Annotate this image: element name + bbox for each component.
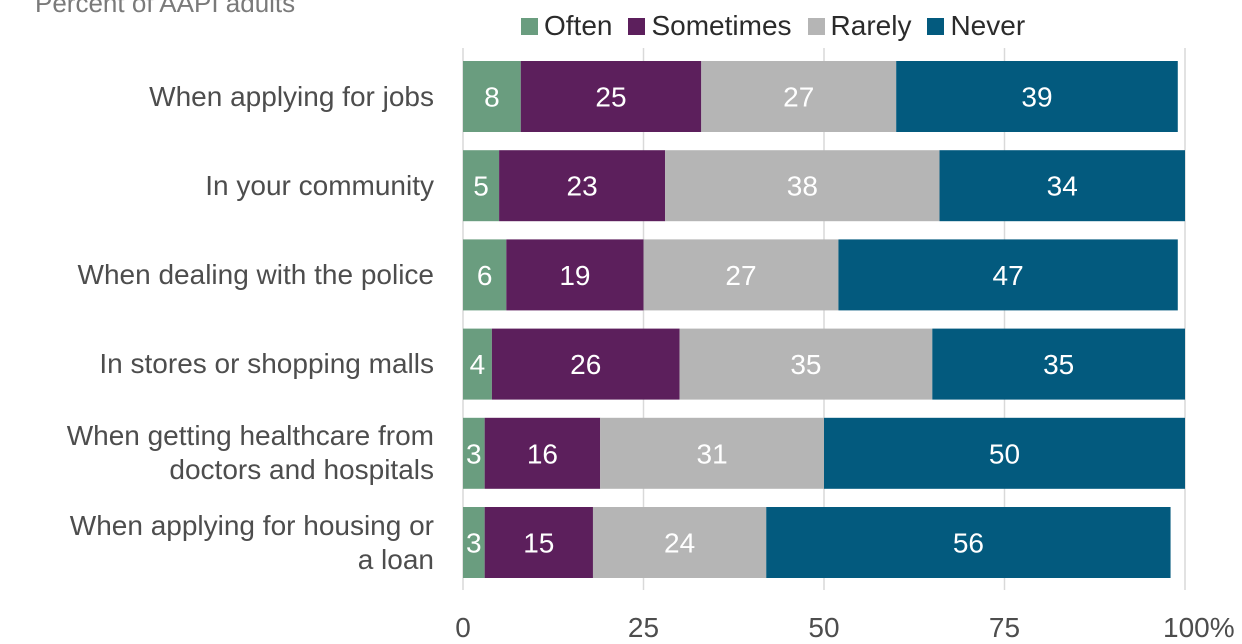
legend-item-often: Often bbox=[521, 10, 612, 42]
data-label: 35 bbox=[1043, 349, 1074, 380]
legend-swatch bbox=[628, 17, 646, 35]
bar-often-2 bbox=[463, 239, 507, 311]
bar-rarely-3 bbox=[679, 328, 933, 400]
data-label: 50 bbox=[989, 438, 1020, 469]
legend-label: Rarely bbox=[830, 10, 912, 41]
category-label: In your community bbox=[205, 169, 434, 201]
data-label: 25 bbox=[595, 82, 626, 113]
legend-item-sometimes: Sometimes bbox=[628, 10, 792, 42]
data-label: 6 bbox=[477, 260, 493, 291]
category-label: In stores or shopping malls bbox=[99, 348, 434, 380]
legend-label: Sometimes bbox=[651, 10, 792, 41]
chart-legend: Often Sometimes Rarely Never bbox=[521, 6, 1041, 46]
bar-never-5 bbox=[766, 507, 1171, 578]
x-tick-label: 0 bbox=[455, 612, 471, 643]
bar-never-2 bbox=[838, 239, 1178, 311]
data-label: 34 bbox=[1047, 171, 1078, 202]
legend-swatch bbox=[927, 17, 945, 35]
legend-swatch bbox=[807, 17, 825, 35]
bar-rarely-1 bbox=[665, 150, 940, 222]
data-label: 56 bbox=[953, 528, 984, 559]
bar-sometimes-2 bbox=[506, 239, 644, 311]
bar-rarely-4 bbox=[600, 417, 824, 489]
data-label: 3 bbox=[466, 528, 482, 559]
bar-sometimes-3 bbox=[491, 328, 680, 400]
category-label: When applying for jobs bbox=[149, 80, 434, 112]
data-label: 16 bbox=[527, 438, 558, 469]
data-label: 19 bbox=[559, 260, 590, 291]
data-label: 8 bbox=[484, 82, 500, 113]
chart-subtitle: Percent of AAPI adults bbox=[35, 0, 296, 18]
data-label: 39 bbox=[1021, 82, 1052, 113]
data-label: 27 bbox=[783, 82, 814, 113]
bar-never-3 bbox=[932, 328, 1185, 400]
bar-often-1 bbox=[463, 150, 500, 222]
data-label: 38 bbox=[787, 171, 818, 202]
bar-sometimes-1 bbox=[499, 150, 666, 222]
x-tick-label: 50 bbox=[808, 612, 840, 643]
data-label: 31 bbox=[697, 438, 728, 469]
data-label: 15 bbox=[523, 528, 554, 559]
bar-rarely-5 bbox=[592, 507, 767, 578]
x-tick-label: 100% bbox=[1163, 612, 1235, 643]
bar-sometimes-4 bbox=[484, 417, 601, 489]
data-label: 24 bbox=[664, 528, 695, 559]
legend-swatch bbox=[521, 17, 538, 35]
data-label: 47 bbox=[993, 260, 1024, 291]
legend-item-rarely: Rarely bbox=[807, 10, 912, 42]
data-label: 35 bbox=[790, 349, 821, 380]
bar-often-3 bbox=[463, 328, 492, 400]
data-label: 5 bbox=[473, 171, 489, 202]
bar-sometimes-0 bbox=[520, 61, 702, 132]
bar-rarely-0 bbox=[701, 61, 897, 132]
legend-item-never: Never bbox=[927, 10, 1025, 42]
bar-often-0 bbox=[463, 61, 521, 132]
data-label: 3 bbox=[466, 438, 482, 469]
x-tick-label: 75 bbox=[988, 612, 1021, 643]
data-label: 26 bbox=[570, 349, 601, 380]
data-label: 23 bbox=[567, 171, 598, 202]
category-label: When getting healthcare from doctors and … bbox=[66, 420, 434, 486]
bar-rarely-2 bbox=[643, 239, 839, 311]
legend-label: Never bbox=[950, 10, 1026, 41]
bar-never-4 bbox=[824, 417, 1185, 489]
legend-label: Often bbox=[544, 10, 613, 41]
bar-never-0 bbox=[896, 61, 1178, 132]
data-label: 4 bbox=[470, 349, 486, 380]
bar-sometimes-5 bbox=[484, 507, 593, 578]
data-label: 27 bbox=[725, 260, 756, 291]
bar-often-4 bbox=[463, 417, 485, 489]
bar-never-1 bbox=[939, 150, 1185, 222]
category-label: When applying for housing or a loan bbox=[69, 509, 434, 575]
category-label: When dealing with the police bbox=[77, 258, 434, 290]
bar-often-5 bbox=[463, 507, 485, 578]
x-tick-label: 25 bbox=[627, 612, 660, 643]
